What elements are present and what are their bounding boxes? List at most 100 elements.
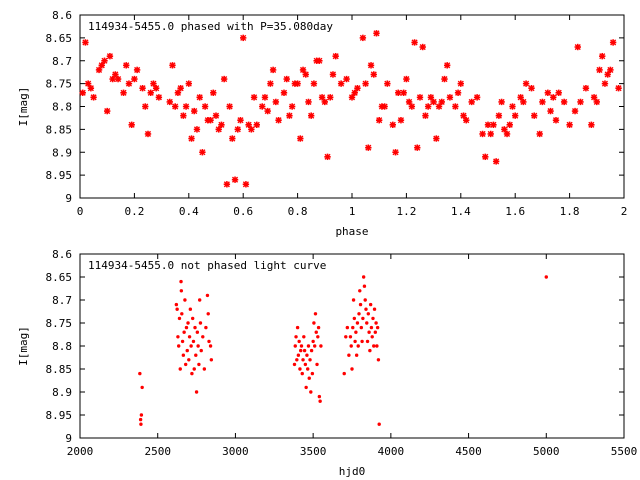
data-point (294, 80, 301, 87)
data-point (299, 348, 303, 353)
y-tick-label: 8.95 (46, 169, 73, 182)
data-point (544, 89, 552, 96)
data-point (366, 312, 371, 316)
data-point (190, 371, 194, 376)
data-point (204, 325, 208, 330)
data-point (615, 85, 622, 92)
data-point (414, 144, 421, 151)
data-point (106, 52, 114, 60)
data-point (607, 66, 614, 74)
data-point (150, 80, 157, 87)
data-point (302, 348, 307, 353)
data-point (419, 43, 426, 51)
data-point (87, 85, 95, 92)
data-point (144, 130, 152, 138)
data-point (375, 344, 379, 348)
data-point (84, 80, 92, 87)
data-point (354, 353, 359, 357)
data-point (261, 94, 269, 101)
data-point (177, 85, 184, 92)
data-point (397, 117, 405, 124)
data-point (207, 339, 211, 344)
data-point (248, 126, 255, 133)
data-point (190, 316, 195, 321)
y-tick-label: 9 (65, 432, 72, 445)
data-point (503, 130, 511, 138)
data-point (416, 94, 424, 101)
data-point (310, 371, 315, 376)
data-point (142, 103, 149, 110)
data-point (435, 103, 443, 110)
data-point (182, 330, 186, 334)
data-point (197, 298, 202, 302)
data-point (201, 103, 209, 110)
data-point (264, 107, 271, 115)
data-point (588, 121, 595, 128)
data-point (82, 39, 89, 46)
data-point (552, 117, 560, 124)
data-point (347, 353, 351, 357)
data-point (337, 80, 345, 87)
y-axis-title: I[mag] (17, 87, 30, 127)
data-point (517, 94, 524, 101)
data-point (194, 390, 199, 394)
data-point (457, 80, 464, 87)
data-point (430, 98, 437, 106)
data-point (98, 62, 105, 69)
data-point (199, 149, 206, 156)
data-point (355, 321, 360, 325)
data-point (306, 344, 311, 348)
data-point (185, 348, 189, 353)
data-point (133, 66, 141, 74)
data-point (599, 52, 606, 60)
data-point (297, 339, 301, 344)
data-point (356, 344, 360, 348)
data-point (604, 71, 611, 78)
data-point (293, 344, 297, 348)
y-tick-label: 8.7 (52, 294, 72, 307)
data-point (169, 62, 176, 69)
data-point (344, 335, 348, 339)
plot-title: 114934-5455.0 phased with P=35.080day (88, 20, 333, 33)
data-point (520, 98, 527, 106)
data-point (403, 75, 410, 83)
data-point (590, 94, 598, 101)
data-point (308, 358, 312, 362)
data-point (547, 107, 554, 115)
data-point (360, 339, 364, 344)
data-point (367, 62, 375, 69)
x-axis-title: hjd0 (339, 465, 366, 478)
data-point (352, 316, 357, 321)
data-point (531, 112, 538, 119)
data-point (601, 80, 609, 87)
data-point (306, 367, 310, 371)
data-point (367, 330, 371, 334)
data-point (345, 325, 350, 330)
data-point (174, 89, 182, 96)
data-point (351, 325, 355, 330)
data-point (123, 62, 130, 69)
data-point (571, 107, 579, 115)
x-tick-label: 3000 (222, 445, 249, 458)
data-point (313, 312, 318, 316)
data-point (365, 339, 370, 344)
data-point (183, 362, 188, 367)
data-point (536, 130, 543, 138)
data-point (501, 126, 508, 133)
data-point (210, 89, 217, 96)
data-point (187, 335, 192, 339)
data-point (316, 335, 320, 339)
data-point (259, 103, 266, 110)
data-point (250, 94, 258, 101)
data-point (206, 312, 210, 316)
data-point (205, 293, 210, 298)
data-point (125, 80, 133, 87)
data-point (381, 103, 388, 110)
data-point (231, 176, 239, 183)
data-point (316, 325, 321, 330)
data-point (460, 112, 467, 119)
x-tick-label: 2 (621, 205, 628, 218)
data-point (303, 362, 308, 367)
data-point (365, 321, 369, 325)
